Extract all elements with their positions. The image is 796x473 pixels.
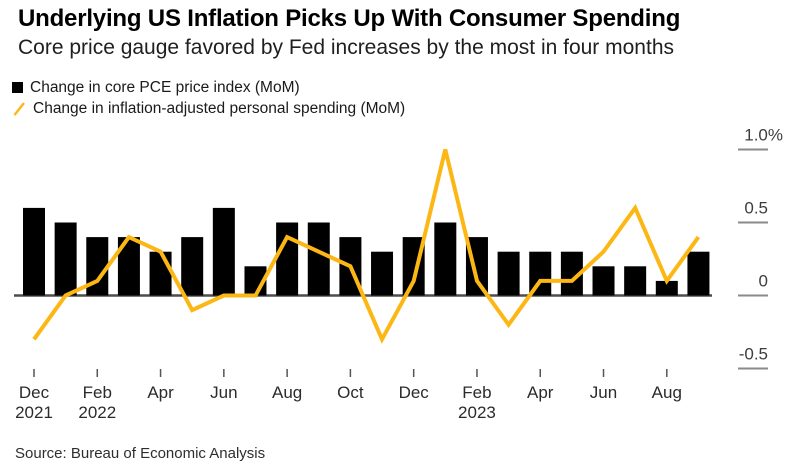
pce-bar (624, 266, 647, 296)
x-tick-label: Apr (147, 383, 174, 402)
pce-bar (687, 251, 710, 296)
pce-bar (117, 237, 140, 296)
pce-bar (529, 251, 552, 296)
source-note: Source: Bureau of Economic Analysis (15, 445, 266, 462)
x-tick-year: 2022 (78, 403, 116, 422)
pce-bar (560, 251, 583, 296)
x-tick-label: Jun (210, 383, 237, 402)
x-tick-label: Aug (652, 383, 682, 402)
pce-bar (276, 222, 299, 296)
x-tick-label: Dec (19, 383, 50, 402)
legend-item-spending: Change in inflation-adjusted personal sp… (12, 98, 405, 119)
pce-bar (307, 222, 330, 296)
y-tick-label: 1.0% (744, 126, 783, 145)
x-tick-label: Feb (83, 383, 112, 402)
y-tick-label: 0 (759, 272, 768, 291)
x-tick-label: Jun (590, 383, 617, 402)
pce-bar (23, 207, 45, 296)
x-tick-label: Dec (399, 383, 430, 402)
legend-item-core-pce: Change in core PCE price index (MoM) (12, 77, 405, 98)
black-square-legend-icon (12, 82, 23, 93)
pce-bar (371, 251, 394, 296)
x-tick-label: Apr (527, 383, 554, 402)
yellow-slash-legend-icon (13, 101, 25, 116)
x-tick-label: Aug (272, 383, 302, 402)
pce-bar (54, 222, 77, 296)
chart-subtitle: Core price gauge favored by Fed increase… (18, 36, 675, 59)
x-tick-label: Feb (462, 383, 491, 402)
y-tick-label: -0.5 (739, 345, 768, 364)
chart-legend: Change in core PCE price index (MoM) Cha… (12, 77, 405, 119)
x-tick-year: 2023 (458, 403, 496, 422)
legend-label-core-pce: Change in core PCE price index (MoM) (30, 78, 300, 96)
x-tick-year: 2021 (15, 403, 53, 422)
pce-bar (212, 207, 235, 296)
pce-bar (434, 222, 457, 296)
chart-title: Underlying US Inflation Picks Up With Co… (18, 5, 681, 32)
pce-bar (149, 251, 172, 296)
spending-line (32, 149, 701, 344)
pce-bar (592, 266, 615, 296)
pce-bar (655, 280, 678, 296)
pce-bar (86, 237, 109, 296)
pce-bar (181, 237, 204, 296)
legend-label-spending: Change in inflation-adjusted personal sp… (33, 99, 406, 117)
y-tick-label: 0.5 (744, 199, 768, 218)
x-tick-label: Oct (337, 383, 364, 402)
pce-bar (497, 251, 520, 296)
